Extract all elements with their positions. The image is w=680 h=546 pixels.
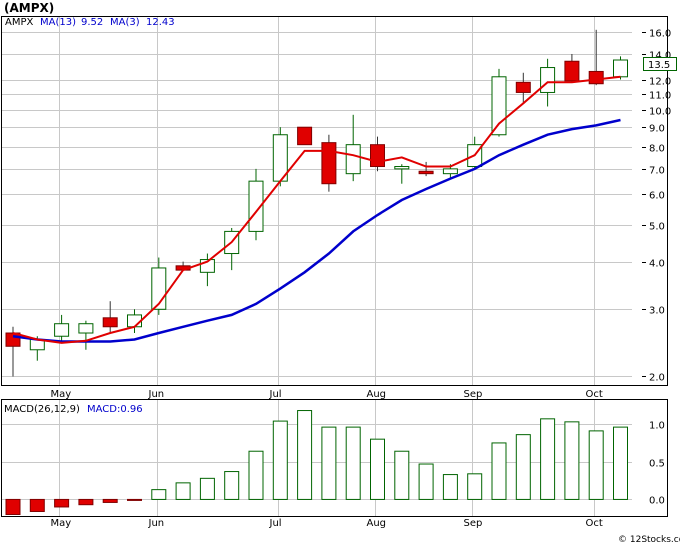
candle-down [321, 142, 337, 185]
macd-bar [515, 434, 531, 500]
macd-tick-label: 1.0 [649, 421, 665, 432]
macd-bar-negative [78, 498, 94, 506]
macd-bar [175, 482, 191, 500]
macd-month-label: Sep [464, 518, 483, 529]
macd-month-label: Oct [586, 518, 603, 529]
macd-bar [418, 463, 434, 500]
macd-tick-label: 0.5 [649, 459, 665, 470]
macd-bar-negative [5, 498, 21, 515]
candle-down [588, 70, 604, 85]
macd-bar [370, 438, 385, 500]
macd-bar [394, 450, 410, 500]
price-tick-label: 11.0 [649, 91, 671, 102]
macd-bar [272, 420, 288, 500]
price-tick-label: 6.0 [649, 191, 665, 202]
ma3-line [12, 75, 621, 344]
axis-ticks: 16.0 14.0 12.0 11.0 10.0 9.0 8.0 7.0 6.0 5.0 4.0 3.… [51, 29, 672, 530]
legend-ma13-label: MA(13) [40, 17, 76, 28]
month-label: May [51, 389, 72, 400]
legend-ma3-label: MA(3) [110, 17, 140, 28]
price-tick-label: 10.0 [649, 107, 671, 118]
candle-down [418, 170, 434, 175]
macd-bar [491, 442, 507, 500]
candle-down [370, 144, 385, 168]
macd-month-label: May [51, 518, 72, 529]
macd-tick-label: 0.0 [649, 496, 665, 507]
macd-bar-negative [127, 498, 142, 501]
legend-ma13-value: 9.52 [81, 17, 103, 28]
macd-month-label: Jun [148, 518, 165, 529]
price-candles [5, 29, 628, 377]
last-price-badge-box [643, 57, 677, 71]
macd-bar [613, 426, 628, 500]
macd-bar [151, 489, 167, 500]
candle-up [442, 168, 458, 175]
svg-text:AMPX MA(13) 9.52: AMPX MA(13) 9.52 MA(3) 12.43 [5, 17, 175, 28]
price-tick-label: 14.0 [649, 51, 671, 62]
macd-bar [467, 473, 483, 500]
macd-bar [345, 426, 361, 500]
price-tick-label: 8.0 [649, 144, 665, 155]
macd-bar [540, 418, 556, 500]
price-tick-label: 12.0 [649, 77, 671, 88]
candle-down [515, 81, 531, 93]
macd-bar-negative [54, 498, 70, 508]
macd-bar [248, 450, 264, 500]
macd-month-label: Jul [269, 518, 282, 529]
legend-ma3-value: 12.43 [146, 17, 175, 28]
macd-bar [199, 477, 215, 500]
price-tick-label: 5.0 [649, 222, 665, 233]
candle-up [248, 180, 264, 232]
candle-up [78, 323, 94, 334]
moving-average-lines [12, 75, 621, 344]
macd-bar [442, 474, 458, 500]
svg-text:MACD(26,12,9) MACD:0.96: MACD(26,12,9) MACD:0.96 [4, 404, 143, 415]
candle-down [564, 60, 580, 82]
candle-down [297, 126, 313, 146]
ma13-line [12, 118, 621, 343]
watermark: © 12Stocks.com [618, 535, 680, 545]
month-label: Jul [269, 389, 282, 400]
macd-bar [564, 421, 580, 500]
macd-legend-label: MACD(26,12,9) [4, 404, 80, 415]
month-label: Oct [586, 389, 603, 400]
candle-up [394, 166, 410, 170]
month-label: Sep [464, 389, 483, 400]
macd-month-label: Aug [367, 518, 387, 529]
macd-bar-negative [29, 498, 45, 512]
price-tick-label: 3.0 [649, 306, 665, 317]
last-price-badge: 13.5 [648, 60, 670, 71]
macd-bars [5, 410, 628, 515]
month-label: Aug [367, 389, 387, 400]
macd-legend-value: MACD:0.96 [87, 404, 143, 415]
chart-title: (AMPX) [4, 1, 54, 15]
price-tick-label: 2.0 [649, 373, 665, 384]
price-tick-label: 7.0 [649, 166, 665, 177]
candle-down [102, 317, 118, 328]
macd-bar [297, 410, 313, 500]
candle-up [491, 76, 507, 136]
candle-up [540, 67, 556, 93]
price-tick-label: 4.0 [649, 259, 665, 270]
legend-ticker: AMPX [5, 17, 33, 28]
candle-up [345, 144, 361, 175]
macd-bar-negative [102, 498, 118, 503]
candle-up [54, 323, 70, 337]
macd-panel-frame [1, 399, 668, 517]
macd-bar [224, 471, 240, 500]
price-panel-frame [1, 16, 668, 386]
month-label: Jun [148, 389, 165, 400]
price-tick-label: 16.0 [649, 29, 671, 40]
price-tick-label: 9.0 [649, 124, 665, 135]
macd-bar [321, 426, 337, 500]
macd-bar [588, 430, 604, 500]
candle-up [613, 59, 628, 78]
